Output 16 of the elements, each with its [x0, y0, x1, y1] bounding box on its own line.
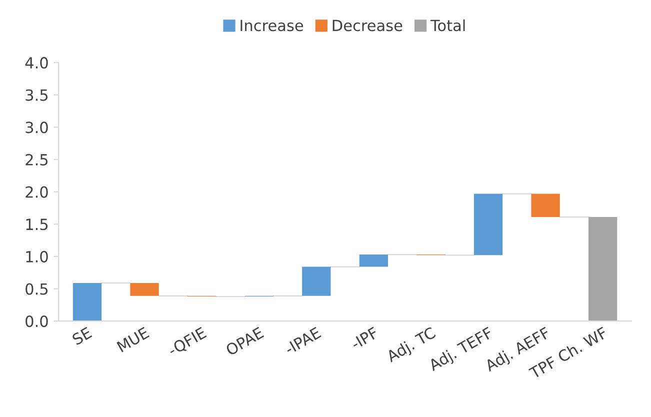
x-tick-label: MUE: [116, 326, 150, 352]
y-tick-label: 1.0: [26, 250, 48, 262]
y-tick-label: 0.5: [26, 283, 48, 295]
x-tick-label: -IPF: [350, 326, 379, 350]
legend-label: Increase: [240, 20, 304, 32]
y-tick-label: 1.5: [26, 218, 48, 230]
y-tick-label: 2.5: [26, 154, 48, 166]
y-tick-label: 4.0: [25, 57, 48, 69]
legend-label: Total: [430, 19, 465, 32]
x-tick-label: SE: [71, 326, 92, 346]
x-tick-label: -IPAE: [284, 326, 322, 355]
legend-label: Decrease: [332, 20, 402, 32]
y-tick-label: 3.0: [26, 122, 48, 134]
y-tick-label: 3.5: [26, 89, 48, 101]
y-tick-label: 0.0: [26, 316, 48, 328]
y-tick-label: 2.0: [26, 186, 48, 198]
